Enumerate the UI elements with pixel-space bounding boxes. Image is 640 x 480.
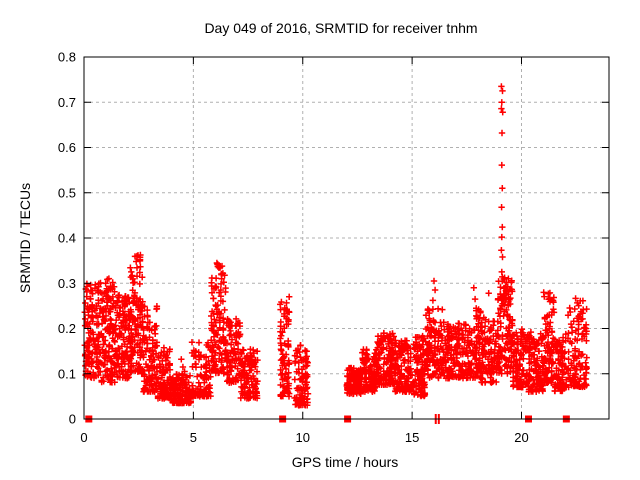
x-tick-label: 0 [80, 430, 87, 445]
y-tick-label: 0.1 [58, 366, 76, 381]
y-tick-label: 0.8 [58, 50, 76, 65]
y-tick-label: 0.3 [58, 276, 76, 291]
y-axis-label: SRMTID / TECUs [17, 183, 33, 293]
axis-ticks [83, 56, 609, 420]
y-tick-label: 0.4 [58, 231, 76, 246]
x-tick-label: 10 [296, 430, 310, 445]
tick-labels: 0 5 10 15 20 0 0.1 0.2 0.3 0.4 0.5 0.6 0.7 0.8 [58, 50, 529, 446]
y-tick-label: 0.6 [58, 140, 76, 155]
y-tick-label: 0.7 [58, 95, 76, 110]
y-tick-label: 0.5 [58, 185, 76, 200]
x-tick-label: 20 [514, 430, 528, 445]
x-axis-label: GPS time / hours [292, 454, 399, 470]
data-points [81, 83, 590, 424]
x-tick-label: 15 [405, 430, 419, 445]
chart-title: Day 049 of 2016, SRMTID for receiver tnh… [204, 20, 477, 36]
y-tick-label: 0 [69, 412, 76, 427]
x-tick-label: 5 [190, 430, 197, 445]
y-tick-label: 0.2 [58, 321, 76, 336]
